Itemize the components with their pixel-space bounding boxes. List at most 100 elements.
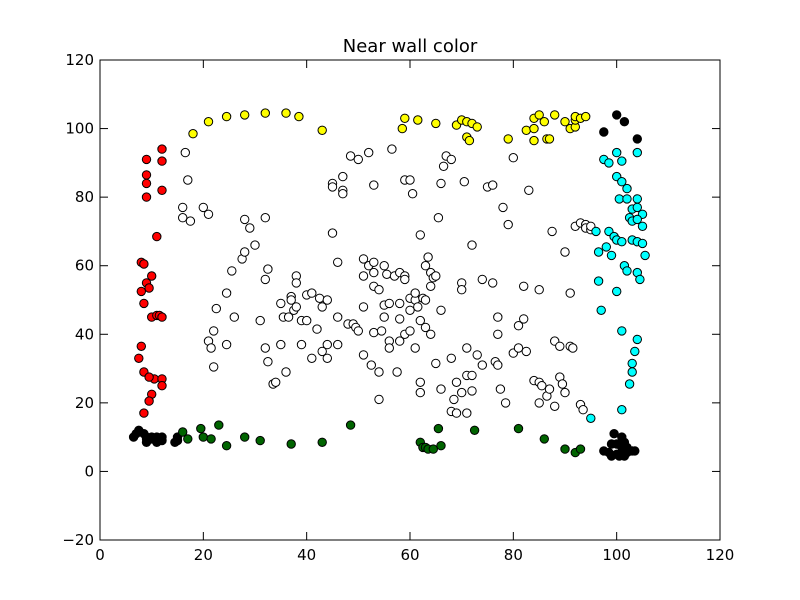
data-point-s5-2 xyxy=(196,423,206,434)
data-point-s0-4 xyxy=(185,216,196,226)
data-point-s0-94 xyxy=(395,298,405,309)
data-point-s0-79 xyxy=(369,180,379,190)
data-point-s3-38 xyxy=(617,326,627,336)
data-points xyxy=(128,108,650,461)
data-point-s1-16 xyxy=(464,135,475,146)
data-point-s0-76 xyxy=(369,267,379,278)
data-point-s0-83 xyxy=(376,326,387,336)
data-point-s0-45 xyxy=(307,288,317,298)
data-point-s0-11 xyxy=(209,362,219,372)
data-point-s4-0 xyxy=(599,127,609,137)
data-point-s0-12 xyxy=(221,288,232,298)
data-point-s3-42 xyxy=(624,379,635,389)
data-point-s0-120 xyxy=(426,281,436,291)
data-point-s0-165 xyxy=(513,321,524,331)
data-point-s2-20 xyxy=(134,353,144,363)
data-point-s0-72 xyxy=(364,147,374,158)
data-point-s0-182 xyxy=(557,379,568,389)
data-point-s2-19 xyxy=(136,341,147,351)
data-point-s0-139 xyxy=(457,285,467,295)
data-point-s0-61 xyxy=(338,189,348,199)
data-point-s0-110 xyxy=(413,302,423,312)
data-point-s0-44 xyxy=(307,353,317,363)
data-point-s3-7 xyxy=(622,183,632,194)
data-point-s0-67 xyxy=(353,326,363,336)
x-tick-label-1: 20 xyxy=(194,546,213,564)
data-point-s0-78 xyxy=(369,327,379,338)
data-point-s4-37 xyxy=(622,442,632,453)
data-point-s4-19 xyxy=(170,437,180,447)
data-point-s5-20 xyxy=(513,423,524,434)
data-point-s0-171 xyxy=(534,285,544,295)
data-point-s0-75 xyxy=(369,257,379,267)
data-point-s1-27 xyxy=(544,134,555,144)
data-point-s0-160 xyxy=(500,398,511,408)
data-point-s0-135 xyxy=(449,394,459,405)
data-point-s3-31 xyxy=(622,266,632,276)
x-tick-label-2: 40 xyxy=(297,546,316,564)
data-point-s0-80 xyxy=(374,367,384,377)
data-point-s0-7 xyxy=(211,303,222,314)
data-point-s3-6 xyxy=(617,177,627,187)
data-point-s0-28 xyxy=(271,377,281,387)
data-point-s0-21 xyxy=(255,315,265,326)
data-point-s0-106 xyxy=(407,189,418,199)
data-point-s0-142 xyxy=(462,343,472,353)
data-point-s5-9 xyxy=(286,439,296,449)
data-point-s2-6 xyxy=(141,192,152,202)
data-point-s0-52 xyxy=(322,353,332,363)
data-point-s3-0 xyxy=(612,147,622,158)
chart-title: Near wall color xyxy=(343,36,478,57)
data-point-s0-112 xyxy=(415,315,425,326)
data-point-s5-8 xyxy=(255,435,265,446)
x-tick-label-0: 0 xyxy=(95,546,105,564)
data-point-s1-5 xyxy=(281,108,291,118)
plot-area-frame xyxy=(99,59,721,541)
data-point-s3-4 xyxy=(617,156,627,166)
data-point-s1-22 xyxy=(529,123,539,134)
data-point-s0-117 xyxy=(420,322,431,333)
data-point-s5-4 xyxy=(206,434,216,444)
data-point-s0-26 xyxy=(263,264,273,274)
data-point-s0-74 xyxy=(366,360,376,370)
data-point-s0-147 xyxy=(467,386,477,396)
data-point-s0-69 xyxy=(358,254,369,264)
data-point-s5-22 xyxy=(560,444,570,454)
data-point-s0-6 xyxy=(203,209,214,220)
data-point-s0-109 xyxy=(410,288,420,298)
data-point-s2-18 xyxy=(157,312,167,322)
x-tick-label-5: 100 xyxy=(602,546,631,564)
data-point-s0-168 xyxy=(521,346,531,357)
data-point-s0-17 xyxy=(240,247,250,257)
data-point-s2-4 xyxy=(141,178,152,189)
data-point-s0-105 xyxy=(405,326,415,336)
data-point-s0-162 xyxy=(508,153,518,163)
data-point-s3-43 xyxy=(617,405,627,415)
data-point-s5-16 xyxy=(428,444,438,454)
data-point-s0-179 xyxy=(550,401,560,411)
y-tick-label-1: 0 xyxy=(84,462,94,480)
data-point-s0-22 xyxy=(260,274,270,285)
data-point-s2-13 xyxy=(144,283,154,293)
data-point-s0-118 xyxy=(420,261,431,271)
data-point-s0-127 xyxy=(436,178,446,189)
data-point-s1-25 xyxy=(539,117,549,127)
data-point-s1-28 xyxy=(550,110,560,120)
data-point-s0-155 xyxy=(493,312,503,322)
data-point-s2-14 xyxy=(139,298,149,309)
data-point-s0-63 xyxy=(345,151,356,161)
data-point-s0-177 xyxy=(547,226,557,237)
data-point-s5-24 xyxy=(575,444,586,454)
data-point-s0-49 xyxy=(317,346,327,357)
data-point-s0-128 xyxy=(436,305,446,315)
data-point-s0-32 xyxy=(281,367,291,377)
data-point-s3-36 xyxy=(596,305,606,315)
data-point-s0-161 xyxy=(503,219,513,230)
data-point-s0-169 xyxy=(524,185,534,196)
data-point-s2-1 xyxy=(141,154,152,165)
data-point-s2-9 xyxy=(139,259,149,269)
data-point-s0-87 xyxy=(382,269,392,279)
data-point-s5-1 xyxy=(183,434,193,444)
data-point-s2-0 xyxy=(157,144,167,154)
data-point-s0-187 xyxy=(568,343,578,353)
